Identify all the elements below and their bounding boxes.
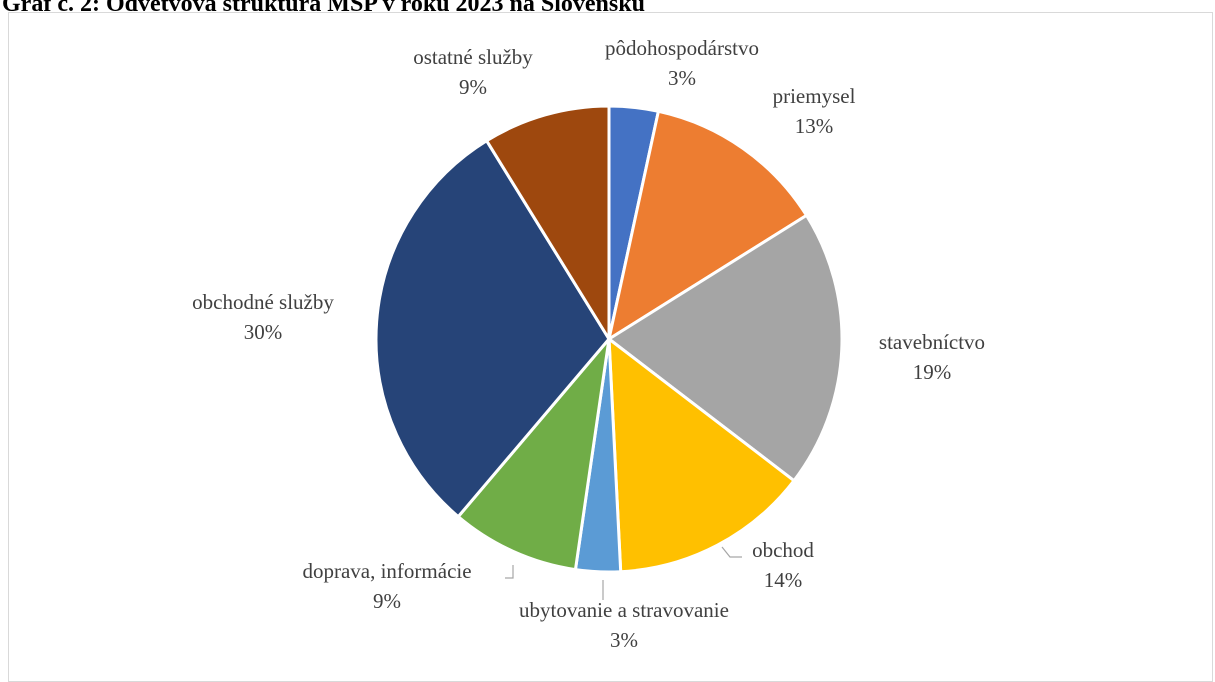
data-label-percent: 13%	[795, 114, 834, 138]
pie-slice-4	[607, 337, 796, 574]
data-label-percent: 9%	[459, 75, 487, 99]
data-label-category: doprava, informácie	[302, 559, 471, 583]
data-label-category: ostatné služby	[413, 45, 533, 69]
data-label-percent: 3%	[668, 66, 696, 90]
data-label-percent: 19%	[913, 360, 952, 384]
pie-slice-2	[607, 109, 809, 341]
data-label-4: obchod 14%	[752, 538, 814, 592]
data-label-percent: 9%	[373, 589, 401, 613]
chart-caption: Graf č. 2: Odvetvová štruktúra MSP v rok…	[2, 0, 645, 17]
data-label-category: priemysel	[773, 84, 856, 108]
data-label-5: ubytovanie a stravovanie 3%	[519, 598, 729, 652]
data-label-percent: 3%	[610, 628, 638, 652]
data-label-category: stavebníctvo	[879, 330, 985, 354]
data-label-1: pôdohospodárstvo 3%	[605, 36, 759, 90]
pie-slice-8	[485, 104, 611, 341]
data-label-3: stavebníctvo 19%	[879, 330, 985, 384]
pie-slice-6	[456, 337, 611, 572]
data-label-7: obchodné služby 30%	[192, 290, 334, 344]
data-label-percent: 14%	[764, 568, 803, 592]
pie-slice-3	[607, 213, 844, 483]
leader-line-4	[721, 546, 742, 558]
data-label-6: doprava, informácie 9%	[302, 559, 471, 613]
data-label-2: priemysel 13%	[773, 84, 856, 138]
data-label-8: ostatné služby 9%	[413, 45, 533, 99]
data-label-category: pôdohospodárstvo	[605, 36, 759, 60]
data-label-category: ubytovanie a stravovanie	[519, 598, 729, 622]
pie-slice-7	[374, 139, 611, 519]
leader-line-6	[505, 565, 514, 579]
data-label-category: obchodné služby	[192, 290, 334, 314]
data-label-category: obchod	[752, 538, 814, 562]
data-label-percent: 30%	[244, 320, 283, 344]
